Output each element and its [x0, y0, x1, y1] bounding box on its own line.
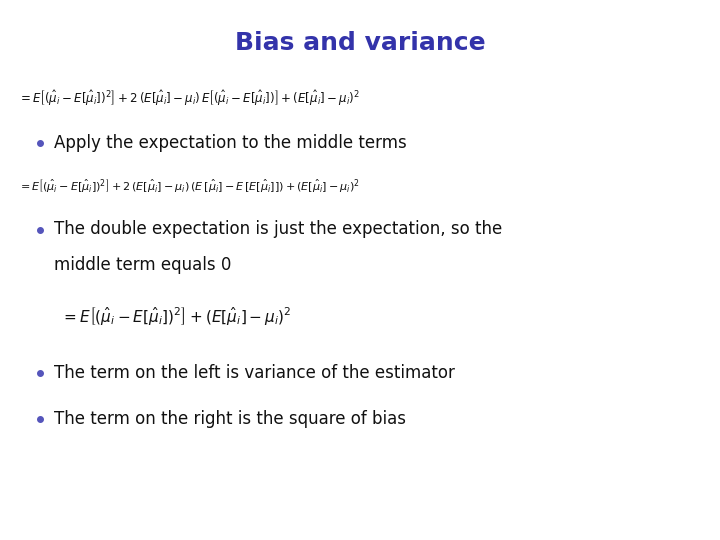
Text: Bias and variance: Bias and variance	[235, 31, 485, 55]
Text: The double expectation is just the expectation, so the: The double expectation is just the expec…	[54, 220, 503, 239]
Text: The term on the left is variance of the estimator: The term on the left is variance of the …	[54, 363, 455, 382]
Text: $= E\left[(\hat{\mu}_i - E[\hat{\mu}_i])^2\right] + 2\,(E[\hat{\mu}_i] - \mu_i)\: $= E\left[(\hat{\mu}_i - E[\hat{\mu}_i])…	[18, 178, 360, 195]
Text: middle term equals 0: middle term equals 0	[54, 255, 231, 274]
Text: $= E\left[(\hat{\mu}_i - E[\hat{\mu}_i])^2\right] + 2\,(E[\hat{\mu}_i] - \mu_i)\: $= E\left[(\hat{\mu}_i - E[\hat{\mu}_i])…	[18, 87, 360, 107]
Text: $= E\left[(\hat{\mu}_i - E[\hat{\mu}_i])^2\right] + (E[\hat{\mu}_i] - \mu_i)^2$: $= E\left[(\hat{\mu}_i - E[\hat{\mu}_i])…	[61, 305, 292, 327]
Text: The term on the right is the square of bias: The term on the right is the square of b…	[54, 409, 406, 428]
Text: Apply the expectation to the middle terms: Apply the expectation to the middle term…	[54, 134, 407, 152]
